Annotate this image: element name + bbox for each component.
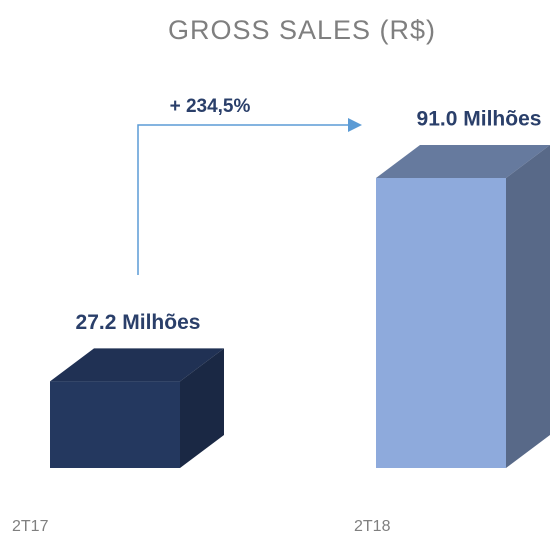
bar-side	[506, 145, 550, 468]
arrow-head	[348, 118, 362, 132]
x-tick-label: 2T18	[354, 518, 391, 535]
chart-title: GROSS SALES (R$)	[168, 15, 436, 45]
bar	[376, 178, 506, 468]
bar	[50, 381, 180, 468]
growth-arrow	[137, 124, 352, 275]
bar-top	[376, 145, 550, 178]
annotation: + 234,5%	[170, 96, 251, 117]
x-tick-label: 2T17	[12, 518, 49, 535]
value-label: 91.0 Milhões	[417, 108, 542, 131]
bar-side	[180, 348, 224, 468]
value-label: 27.2 Milhões	[76, 311, 201, 334]
bar-top	[50, 348, 224, 382]
